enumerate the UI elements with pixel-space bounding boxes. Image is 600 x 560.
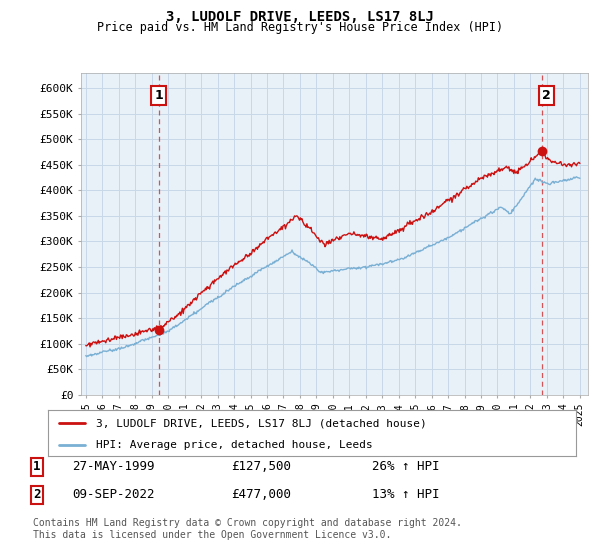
Text: 1: 1 xyxy=(33,460,41,473)
Text: 09-SEP-2022: 09-SEP-2022 xyxy=(72,488,155,501)
Text: 3, LUDOLF DRIVE, LEEDS, LS17 8LJ: 3, LUDOLF DRIVE, LEEDS, LS17 8LJ xyxy=(166,10,434,24)
Text: Price paid vs. HM Land Registry's House Price Index (HPI): Price paid vs. HM Land Registry's House … xyxy=(97,21,503,34)
Text: HPI: Average price, detached house, Leeds: HPI: Average price, detached house, Leed… xyxy=(95,440,372,450)
Text: 1: 1 xyxy=(154,89,163,102)
Text: 2: 2 xyxy=(33,488,41,501)
Text: 3, LUDOLF DRIVE, LEEDS, LS17 8LJ (detached house): 3, LUDOLF DRIVE, LEEDS, LS17 8LJ (detach… xyxy=(95,418,426,428)
Text: 13% ↑ HPI: 13% ↑ HPI xyxy=(372,488,439,501)
Text: 26% ↑ HPI: 26% ↑ HPI xyxy=(372,460,439,473)
Text: £127,500: £127,500 xyxy=(231,460,291,473)
Text: 2: 2 xyxy=(542,89,551,102)
Text: Contains HM Land Registry data © Crown copyright and database right 2024.
This d: Contains HM Land Registry data © Crown c… xyxy=(33,518,462,540)
Text: 27-MAY-1999: 27-MAY-1999 xyxy=(72,460,155,473)
Text: £477,000: £477,000 xyxy=(231,488,291,501)
